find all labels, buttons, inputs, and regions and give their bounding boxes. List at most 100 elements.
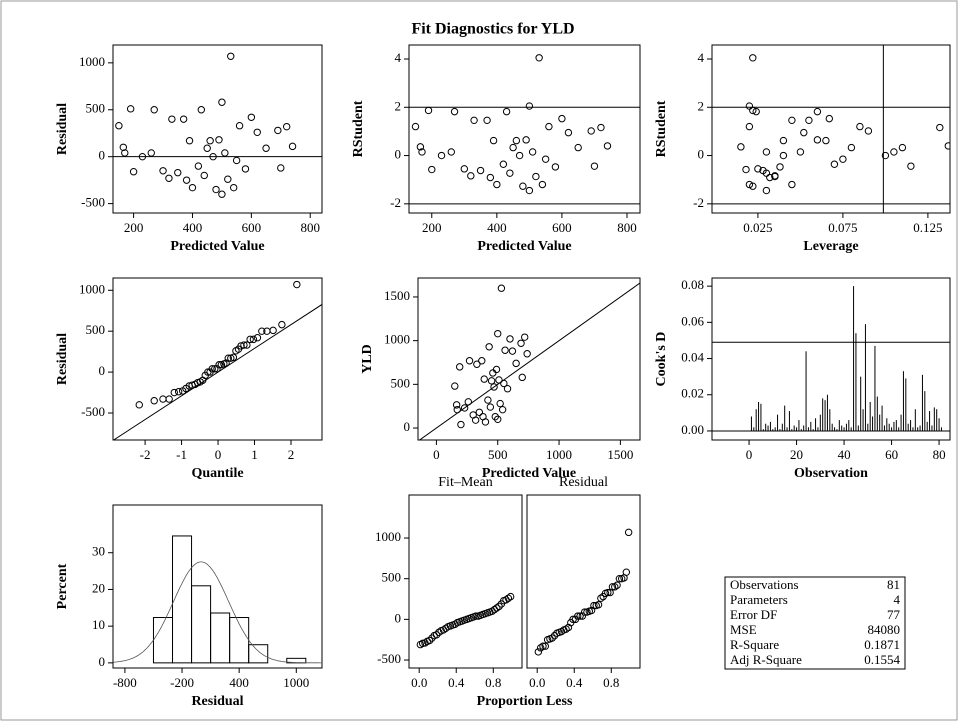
point (451, 382, 459, 390)
x-tick-label: 200 (124, 220, 144, 235)
y-tick-label: 20 (92, 580, 105, 595)
point (278, 320, 286, 329)
y-tick-label: 0 (404, 419, 411, 434)
statistic-value: 4 (894, 592, 901, 607)
point (788, 116, 796, 125)
point (165, 395, 173, 403)
point (535, 54, 543, 62)
point (752, 107, 760, 116)
statistic-name: Adj R-Square (730, 652, 802, 667)
point (115, 122, 123, 130)
point (762, 169, 771, 177)
y-axis-label: RStudent (351, 100, 366, 157)
point (506, 169, 514, 177)
point (241, 165, 250, 173)
point (258, 327, 266, 335)
point (182, 176, 191, 184)
point (564, 128, 573, 137)
y-axis-label: Cook's D (654, 332, 669, 387)
point (515, 151, 524, 160)
point (212, 185, 220, 194)
plot-frame (526, 494, 641, 669)
y-tick-label: 2 (395, 98, 402, 113)
point (159, 167, 167, 175)
point (813, 107, 822, 116)
point (504, 594, 513, 602)
normal-curve (113, 561, 322, 664)
plot-frame (112, 504, 323, 669)
point (418, 148, 426, 156)
x-tick-label: -1 (176, 447, 187, 462)
point (587, 127, 595, 135)
point (487, 377, 496, 385)
point (232, 156, 241, 165)
point (460, 165, 469, 173)
point (576, 612, 584, 620)
y-tick-label: 0 (395, 610, 402, 625)
point (536, 644, 545, 652)
point (253, 334, 262, 342)
point (776, 163, 784, 171)
x-tick-label: 1500 (607, 447, 633, 462)
point (416, 143, 425, 151)
point (246, 335, 254, 344)
point (898, 143, 907, 152)
point (512, 359, 520, 368)
point (499, 160, 508, 168)
point (288, 142, 297, 151)
point (170, 388, 178, 397)
point (624, 528, 633, 537)
y-tick-label: -500 (377, 651, 401, 666)
point (209, 152, 217, 161)
point (229, 183, 238, 192)
point (528, 148, 537, 156)
x-tick-label: 0.0 (529, 675, 545, 690)
x-tick-label: 1000 (546, 447, 572, 462)
point (269, 326, 277, 335)
y-tick-label: -2 (390, 195, 401, 210)
point (492, 365, 501, 374)
x-axis-label: Predicted Value (170, 239, 264, 254)
y-tick-label: 1000 (79, 281, 105, 296)
y-tick-label: 1500 (384, 288, 410, 303)
y-tick-label: 1000 (384, 332, 410, 347)
point (138, 152, 147, 161)
point (502, 107, 511, 116)
plot-frame (408, 44, 641, 214)
point (129, 168, 138, 176)
point (453, 405, 461, 414)
y-tick-label: 0 (99, 363, 106, 378)
x-tick-label: 0.0 (411, 675, 427, 690)
point (432, 631, 441, 639)
point (165, 174, 173, 182)
point (253, 128, 261, 136)
point (460, 404, 469, 412)
point (494, 415, 502, 423)
point (484, 396, 492, 404)
statistic-value: 0.1554 (864, 652, 900, 667)
plot-frame (112, 44, 323, 214)
point (293, 280, 301, 289)
plot-frame (408, 494, 523, 669)
point (224, 175, 232, 183)
statistic-value: 84080 (868, 622, 901, 637)
statistic-name: Parameters (730, 592, 788, 607)
statistic-name: Observations (730, 577, 799, 592)
x-tick-label: 0.125 (913, 220, 942, 235)
x-axis-label: Quantile (191, 466, 243, 481)
point (506, 335, 514, 343)
point (509, 143, 517, 152)
panel-header: Fit–Mean (438, 475, 492, 490)
point (839, 155, 847, 163)
point (517, 339, 525, 347)
point (496, 399, 504, 408)
point (452, 401, 461, 409)
point (224, 354, 232, 362)
point (174, 388, 183, 396)
point (779, 136, 788, 145)
statistics-table (724, 576, 906, 670)
point (235, 122, 244, 130)
plot-frame (417, 277, 641, 441)
point (121, 149, 129, 157)
point (464, 398, 472, 406)
